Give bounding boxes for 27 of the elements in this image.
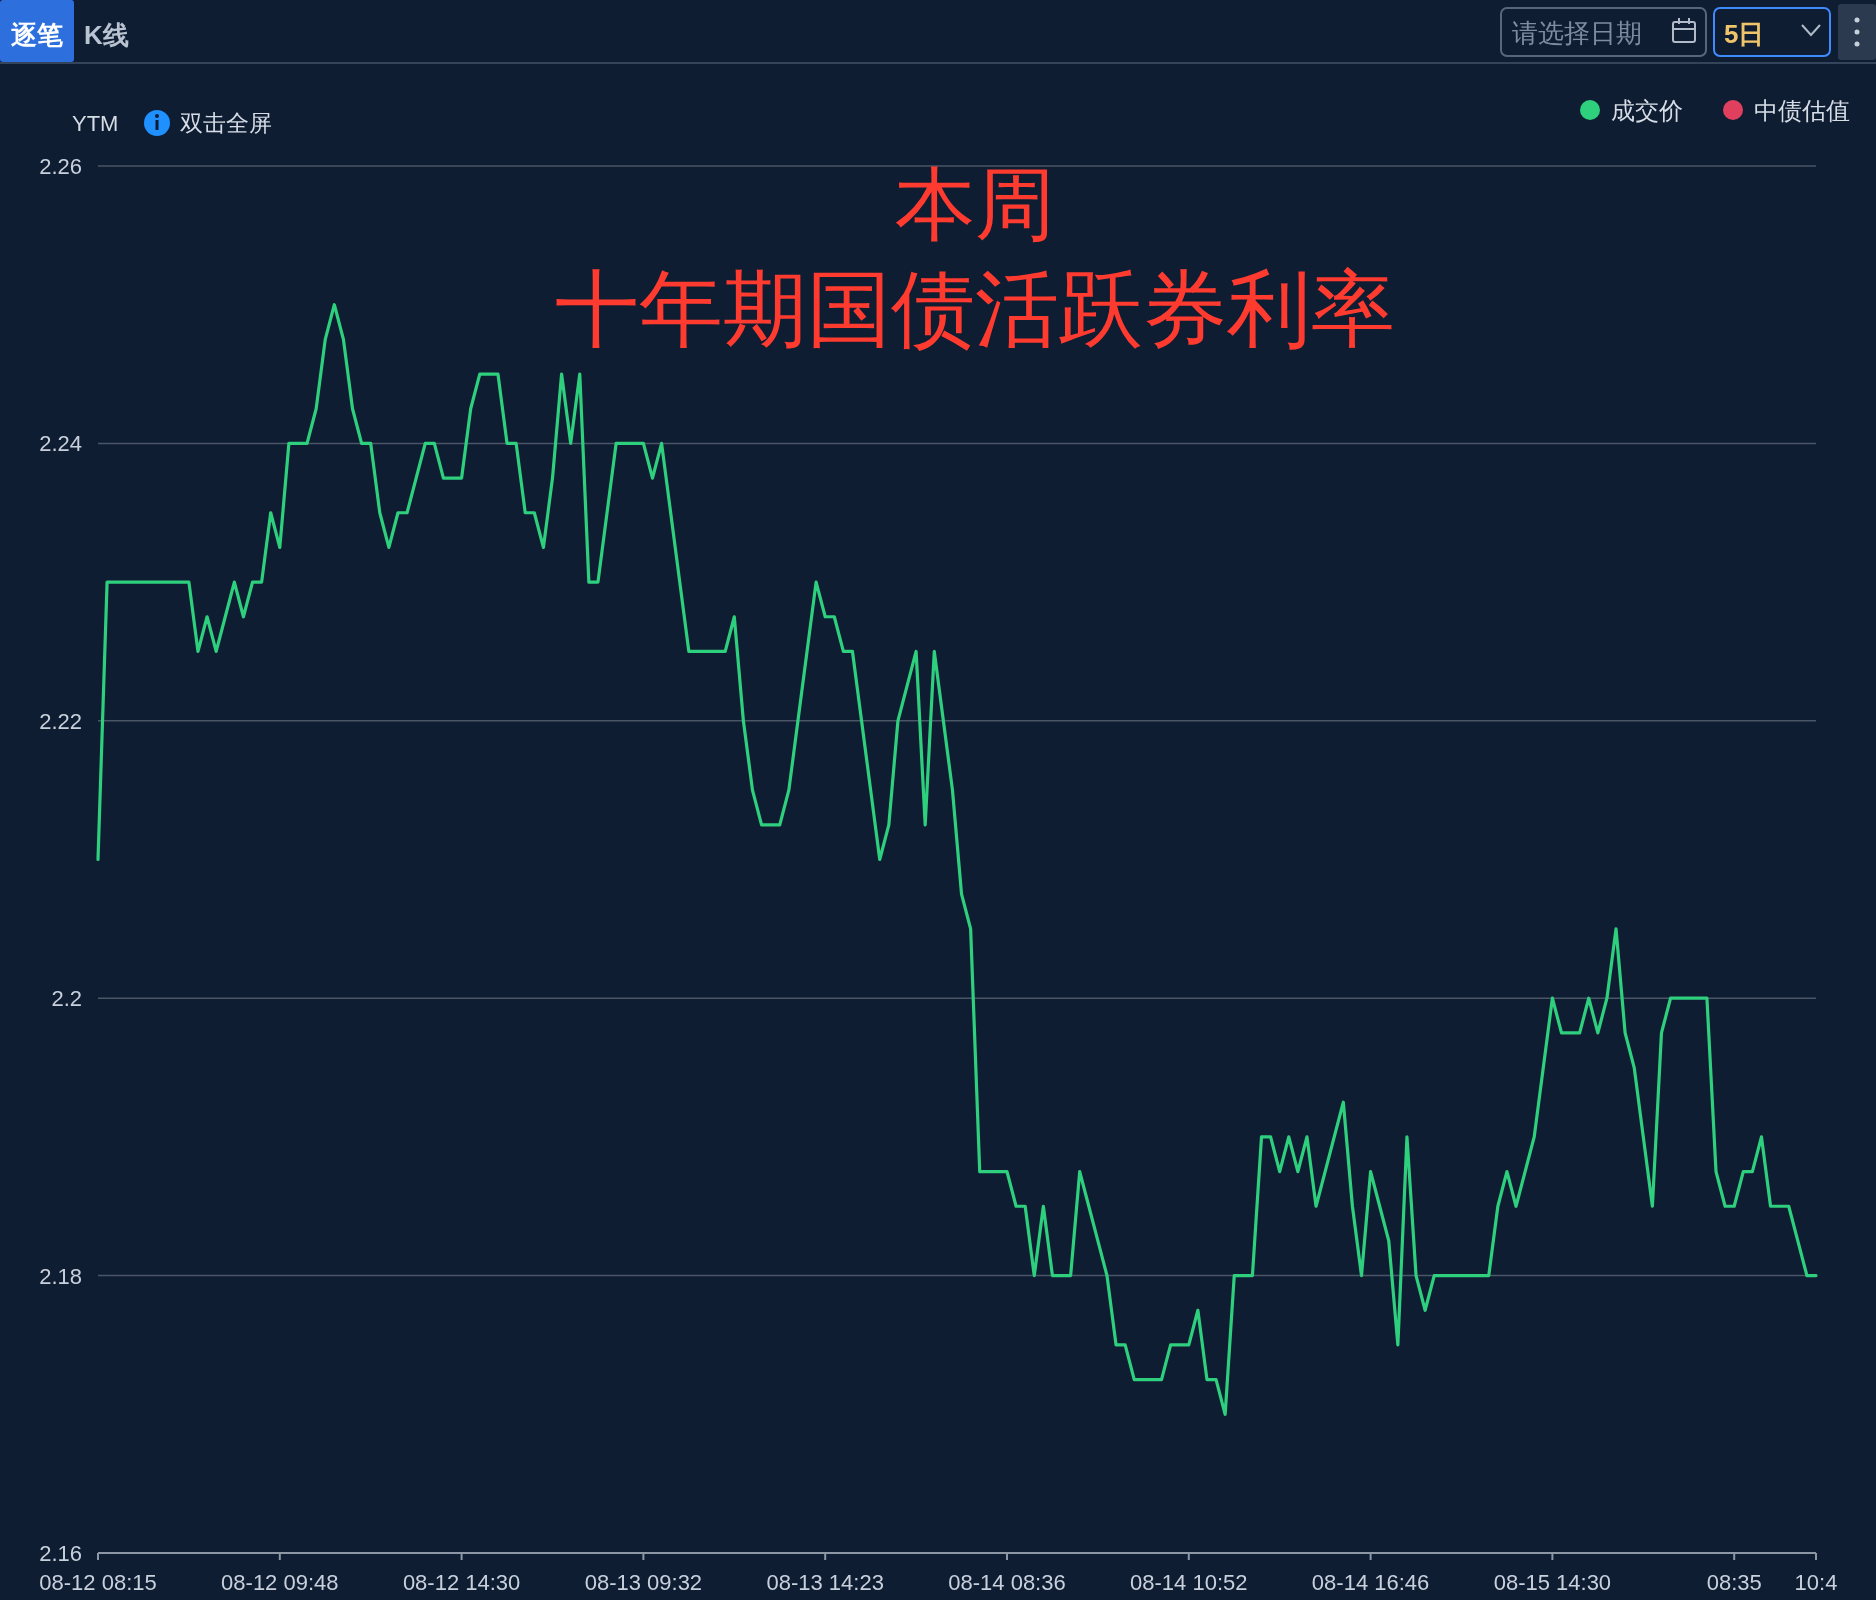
x-tick-label: 08-14 10:52 — [1130, 1570, 1248, 1595]
x-tick-label: 08-13 09:32 — [584, 1570, 703, 1595]
x-tick-label: 08-13 14:23 — [766, 1570, 884, 1595]
text: K线 — [84, 20, 129, 50]
text: 十年期国债活跃券利率 — [555, 262, 1395, 356]
chart-title: 本周 — [895, 160, 1055, 249]
y-tick-label: 2.24 — [39, 431, 82, 457]
legend-label: 成交价 — [1611, 97, 1683, 124]
x-tick-label: 08-12 14:30 — [402, 1570, 521, 1595]
y-tick-label: 2.22 — [39, 708, 82, 734]
text: 双击全屏 — [180, 110, 272, 136]
y-axis-title: YTM — [72, 111, 119, 136]
text: 5日 — [1724, 19, 1765, 49]
x-tick-label: 10:4 — [1794, 1570, 1838, 1595]
x-tick-label: 08-14 08:36 — [948, 1570, 1066, 1595]
x-tick-label: 08:35 — [1706, 1570, 1762, 1595]
x-tick-label: 08-15 14:30 — [1493, 1570, 1612, 1595]
text: 逐笔 — [11, 20, 63, 50]
x-tick-label: 08-14 16:46 — [1311, 1570, 1430, 1595]
y-tick-label: 2.2 — [51, 986, 82, 1012]
legend-label: 中债估值 — [1754, 97, 1850, 124]
x-tick-label: 08-12 09:48 — [221, 1570, 339, 1595]
x-tick-label: 08-12 08:15 — [39, 1570, 157, 1595]
text: 请选择日期 — [1512, 18, 1642, 48]
y-tick-label: 2.16 — [39, 1541, 82, 1566]
y-tick-label: 2.18 — [39, 1263, 82, 1289]
y-tick-label: 2.26 — [39, 154, 82, 179]
